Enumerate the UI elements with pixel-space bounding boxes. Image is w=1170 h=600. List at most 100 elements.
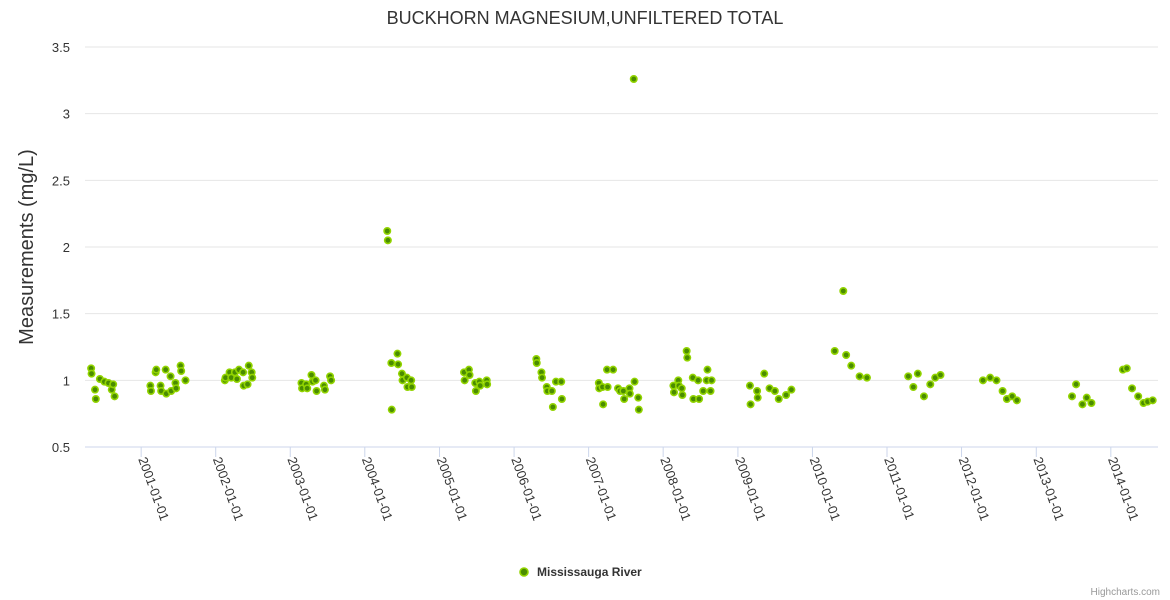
data-point[interactable] [152, 365, 161, 374]
data-point[interactable] [465, 370, 474, 379]
data-point[interactable] [87, 369, 96, 378]
data-point[interactable] [998, 386, 1007, 395]
data-point[interactable] [387, 358, 396, 367]
data-point[interactable] [936, 370, 945, 379]
data-point[interactable] [483, 380, 492, 389]
data-point[interactable] [327, 376, 336, 385]
data-point[interactable] [629, 75, 638, 84]
data-point[interactable] [986, 373, 995, 382]
data-point[interactable] [842, 350, 851, 359]
data-point[interactable] [603, 382, 612, 391]
data-point[interactable] [548, 402, 557, 411]
data-point[interactable] [547, 386, 556, 395]
data-point[interactable] [532, 358, 541, 367]
data-point[interactable] [243, 380, 252, 389]
data-point[interactable] [699, 386, 708, 395]
data-point[interactable] [677, 384, 686, 393]
data-point[interactable] [383, 236, 392, 245]
data-point[interactable] [248, 373, 257, 382]
data-point[interactable] [634, 393, 643, 402]
data-point[interactable] [394, 360, 403, 369]
data-point[interactable] [620, 394, 629, 403]
data-point[interactable] [166, 372, 175, 381]
data-point[interactable] [682, 346, 691, 355]
data-point[interactable] [312, 386, 321, 395]
data-point[interactable] [172, 384, 181, 393]
data-point[interactable] [678, 390, 687, 399]
data-point[interactable] [753, 386, 762, 395]
data-point[interactable] [557, 377, 566, 386]
data-point[interactable] [694, 376, 703, 385]
data-point[interactable] [311, 376, 320, 385]
data-point[interactable] [387, 405, 396, 414]
data-point[interactable] [683, 353, 692, 362]
data-point[interactable] [1082, 393, 1091, 402]
data-point[interactable] [557, 394, 566, 403]
data-point[interactable] [630, 377, 639, 386]
data-point[interactable] [538, 373, 547, 382]
data-point[interactable] [239, 368, 248, 377]
data-point[interactable] [407, 382, 416, 391]
data-point[interactable] [244, 361, 253, 370]
legend-item-label[interactable]: Mississauga River [537, 565, 642, 579]
data-point[interactable] [926, 380, 935, 389]
data-point[interactable] [599, 400, 608, 409]
data-point[interactable] [232, 374, 241, 383]
data-point[interactable] [625, 389, 634, 398]
data-point[interactable] [634, 405, 643, 414]
data-point[interactable] [745, 381, 754, 390]
data-point[interactable] [1122, 364, 1131, 373]
data-point[interactable] [1068, 392, 1077, 401]
data-point[interactable] [706, 386, 715, 395]
data-point[interactable] [161, 365, 170, 374]
data-point[interactable] [855, 372, 864, 381]
data-point[interactable] [1148, 396, 1157, 405]
data-point[interactable] [91, 394, 100, 403]
data-point[interactable] [1072, 380, 1081, 389]
data-point[interactable] [383, 227, 392, 236]
data-point[interactable] [471, 386, 480, 395]
data-point[interactable] [904, 372, 913, 381]
data-point[interactable] [1078, 400, 1087, 409]
legend[interactable]: Mississauga River [519, 565, 642, 579]
data-point[interactable] [393, 349, 402, 358]
data-point[interactable] [109, 380, 118, 389]
data-point[interactable] [847, 361, 856, 370]
data-point[interactable] [862, 373, 871, 382]
data-point[interactable] [770, 386, 779, 395]
data-point[interactable] [320, 385, 329, 394]
data-point[interactable] [909, 382, 918, 391]
data-point[interactable] [774, 394, 783, 403]
data-point[interactable] [830, 346, 839, 355]
data-point[interactable] [1128, 384, 1137, 393]
data-point[interactable] [992, 376, 1001, 385]
data-point[interactable] [669, 388, 678, 397]
data-point[interactable] [787, 385, 796, 394]
data-point[interactable] [110, 392, 119, 401]
data-point[interactable] [146, 386, 155, 395]
data-point[interactable] [1012, 396, 1021, 405]
data-point[interactable] [181, 376, 190, 385]
data-point[interactable] [919, 392, 928, 401]
data-point[interactable] [913, 369, 922, 378]
data-point[interactable] [460, 376, 469, 385]
data-point[interactable] [609, 365, 618, 374]
data-point[interactable] [407, 376, 416, 385]
data-point[interactable] [1087, 398, 1096, 407]
data-point[interactable] [177, 366, 186, 375]
data-point[interactable] [1134, 392, 1143, 401]
data-point[interactable] [476, 381, 485, 390]
data-point[interactable] [760, 369, 769, 378]
credits-link[interactable]: Highcharts.com [1091, 587, 1160, 598]
data-point[interactable] [782, 390, 791, 399]
data-point[interactable] [839, 286, 848, 295]
x-tick-label: 2013-01-01 [1030, 455, 1067, 523]
data-point[interactable] [695, 394, 704, 403]
data-point[interactable] [703, 365, 712, 374]
data-point[interactable] [303, 384, 312, 393]
data-point[interactable] [978, 376, 987, 385]
data-point[interactable] [91, 385, 100, 394]
data-point[interactable] [707, 376, 716, 385]
data-point[interactable] [753, 393, 762, 402]
data-point[interactable] [746, 400, 755, 409]
